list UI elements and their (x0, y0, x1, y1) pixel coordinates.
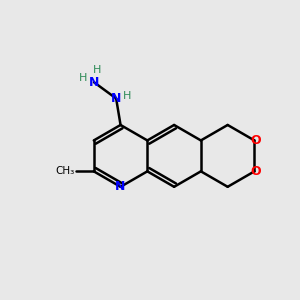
Text: N: N (116, 180, 126, 193)
Text: N: N (111, 92, 121, 105)
Text: H: H (123, 91, 131, 100)
Text: H: H (79, 73, 87, 83)
Text: O: O (250, 134, 261, 147)
Text: CH₃: CH₃ (56, 166, 75, 176)
Text: H: H (93, 65, 101, 75)
Text: O: O (250, 165, 261, 178)
Text: N: N (89, 76, 99, 89)
